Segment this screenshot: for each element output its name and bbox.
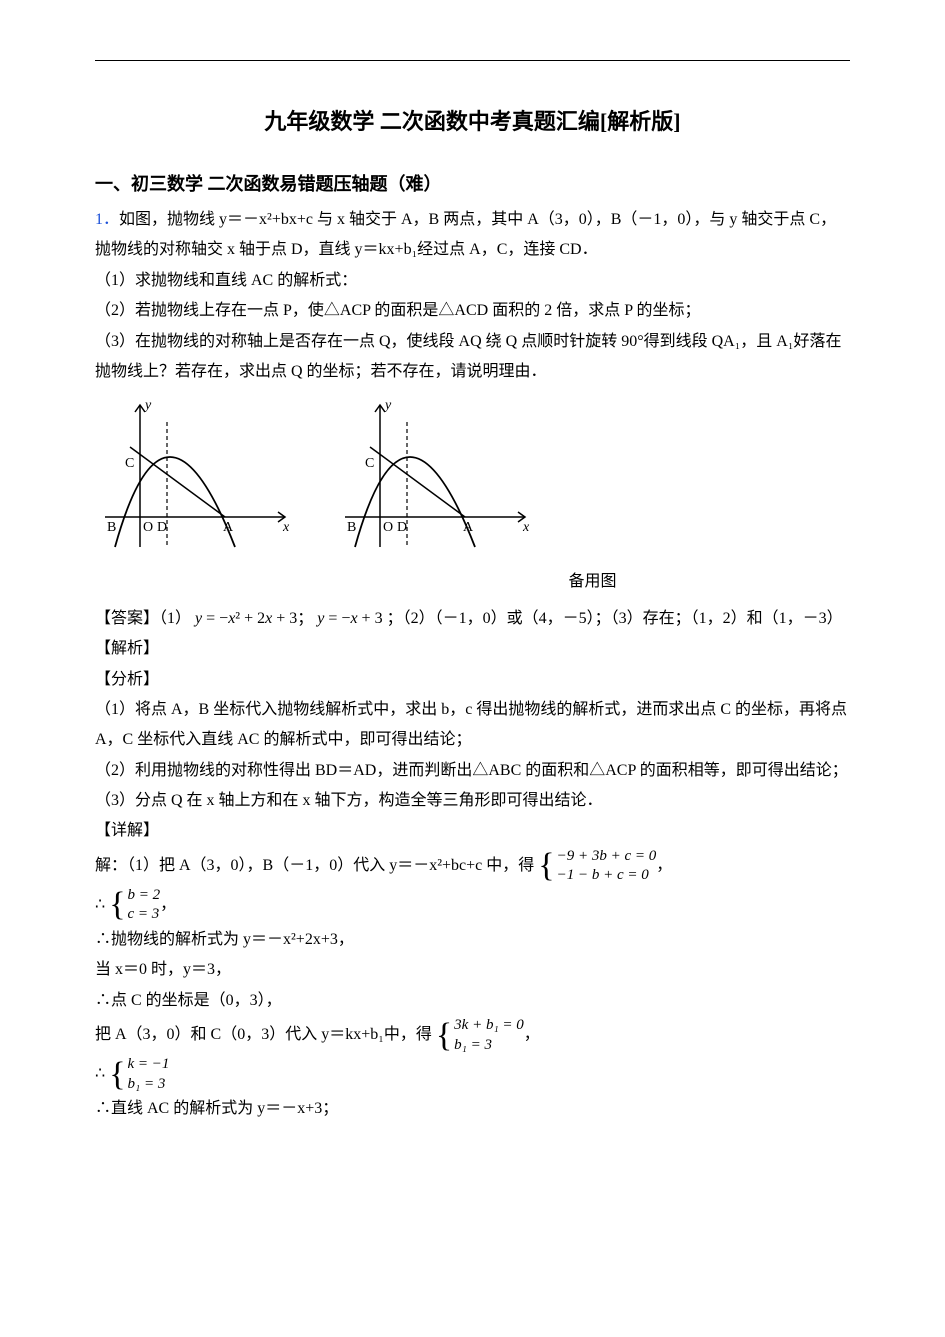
answer-line: 【答案】（1） y = −x² + 2x + 3； y = −x + 3 ；（2… xyxy=(95,604,850,634)
svg-text:y: y xyxy=(143,398,152,413)
svg-text:A: A xyxy=(463,520,474,535)
jiexi-label: 【解析】 xyxy=(95,634,850,664)
therefore-1: ∴ xyxy=(95,896,105,913)
problem-part3: （3）在抛物线的对称轴上是否存在一点 Q，使线段 AQ 绕 Q 点顺时针旋转 9… xyxy=(95,327,850,388)
solution-line1-pre: 解：（1）把 A（3，0），B（－1，0）代入 y＝－x²+bc+c 中，得 xyxy=(95,857,534,874)
answer-p1-pre: （1） xyxy=(159,610,191,627)
solution-line4: 当 x＝0 时，y＝3， xyxy=(95,955,850,985)
therefore-2: ∴ xyxy=(95,1065,105,1082)
sys1-row1: −9 + 3b + c = 0 xyxy=(557,847,657,867)
sys2-row1: b = 2 xyxy=(128,886,161,906)
problem-part2: （2）若抛物线上存在一点 P，使△ACP 的面积是△ACD 面积的 2 倍，求点… xyxy=(95,296,850,326)
svg-text:O: O xyxy=(143,520,153,535)
svg-text:y: y xyxy=(383,398,392,413)
question-number: 1． xyxy=(95,211,119,228)
sys2-row2: c = 3 xyxy=(128,905,161,925)
svg-text:A: A xyxy=(223,520,234,535)
solution-line6: 把 A（3，0）和 C（0，3）代入 y＝kx+b₁中，得 { 3k + b₁ … xyxy=(95,1016,850,1055)
answer-rest: ；（2）（－1，0）或（4，－5）；（3）存在；（1，2）和（1，－3） xyxy=(383,610,843,627)
answer-eq2: y = −x + 3 xyxy=(317,610,382,627)
svg-text:B: B xyxy=(347,520,356,535)
svg-text:x: x xyxy=(282,520,290,535)
document-title: 九年级数学 二次函数中考真题汇编[解析版] xyxy=(95,101,850,143)
sys4-row2: b₁ = 3 xyxy=(128,1075,170,1095)
brace-icon: { xyxy=(109,888,125,922)
fenxi-label: 【分析】 xyxy=(95,665,850,695)
figure-1: y x B O D A C xyxy=(95,397,295,557)
solution-line7: ∴ { k = −1 b₁ = 3 xyxy=(95,1055,850,1094)
svg-text:x: x xyxy=(522,520,530,535)
svg-text:B: B xyxy=(107,520,116,535)
sys1-row2: −1 − b + c = 0 xyxy=(557,866,657,886)
problem-intro-text: 如图，抛物线 y＝－x²+bx+c 与 x 轴交于 A，B 两点，其中 A（3，… xyxy=(95,211,836,258)
sys3-row1: 3k + b₁ = 0 xyxy=(454,1016,524,1036)
svg-text:C: C xyxy=(365,456,374,471)
solution-line5: ∴点 C 的坐标是（0，3）， xyxy=(95,986,850,1016)
svg-text:D: D xyxy=(157,520,167,535)
solution-line1: 解：（1）把 A（3，0），B（－1，0）代入 y＝－x²+bc+c 中，得 {… xyxy=(95,847,850,886)
system-2: { b = 2 c = 3 xyxy=(109,886,160,925)
answer-label: 【答案】 xyxy=(95,610,159,627)
sys4-row1: k = −1 xyxy=(128,1055,170,1075)
figure-2: y x B O D A C xyxy=(335,397,535,557)
brace-icon: { xyxy=(538,849,554,883)
solution-line3: ∴抛物线的解析式为 y＝－x²+2x+3， xyxy=(95,925,850,955)
page-top-rule xyxy=(95,60,850,61)
xiangjie-label: 【详解】 xyxy=(95,816,850,846)
answer-eq1: y = −x² + 2x + 3 xyxy=(195,610,297,627)
analysis-3: （3）分点 Q 在 x 轴上方和在 x 轴下方，构造全等三角形即可得出结论． xyxy=(95,786,850,816)
figure-caption: 备用图 xyxy=(335,567,850,597)
svg-text:O: O xyxy=(383,520,393,535)
svg-text:D: D xyxy=(397,520,407,535)
section-heading: 一、初三数学 二次函数易错题压轴题（难） xyxy=(95,167,850,201)
system-3: { 3k + b₁ = 0 b₁ = 3 xyxy=(436,1016,524,1055)
solution-line2: ∴ { b = 2 c = 3 ， xyxy=(95,886,850,925)
svg-text:C: C xyxy=(125,456,134,471)
analysis-1: （1）将点 A，B 坐标代入抛物线解析式中，求出 b，c 得出抛物线的解析式，进… xyxy=(95,695,850,756)
figures-row: y x B O D A C y x B O D A C xyxy=(95,397,850,557)
brace-icon: { xyxy=(436,1019,452,1053)
brace-icon: { xyxy=(109,1058,125,1092)
answer-sep1: ； xyxy=(297,610,313,627)
sys3-row2: b₁ = 3 xyxy=(454,1036,524,1056)
analysis-2: （2）利用抛物线的对称性得出 BD＝AD，进而判断出△ABC 的面积和△ACP … xyxy=(95,756,850,786)
system-4: { k = −1 b₁ = 3 xyxy=(109,1055,169,1094)
solution-line6-pre: 把 A（3，0）和 C（0，3）代入 y＝kx+b₁中，得 xyxy=(95,1026,432,1043)
solution-line8: ∴直线 AC 的解析式为 y＝－x+3； xyxy=(95,1094,850,1124)
problem-intro: 1．如图，抛物线 y＝－x²+bx+c 与 x 轴交于 A，B 两点，其中 A（… xyxy=(95,205,850,266)
problem-part1: （1）求抛物线和直线 AC 的解析式： xyxy=(95,266,850,296)
system-1: { −9 + 3b + c = 0 −1 − b + c = 0 xyxy=(538,847,656,886)
